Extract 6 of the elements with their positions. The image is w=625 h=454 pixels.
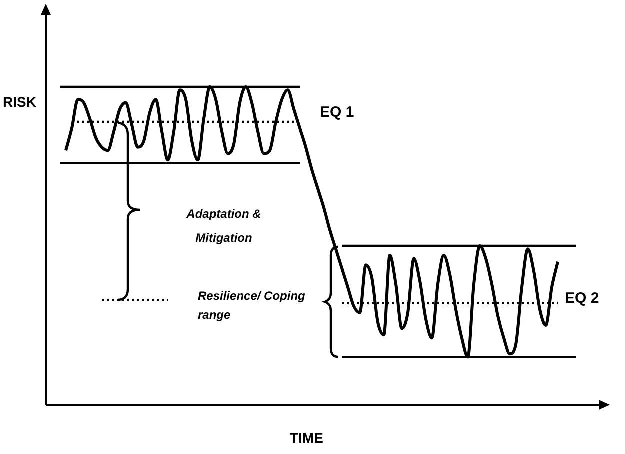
x-axis-title: TIME xyxy=(290,430,324,446)
annotation: EQ 1 xyxy=(320,104,354,121)
y-axis-title: RISK xyxy=(3,94,36,110)
annotation: Resilience/ Coping range xyxy=(198,288,306,324)
annotation: Adaptation & Mitigation xyxy=(186,206,262,247)
annotation: EQ 2 xyxy=(565,290,600,307)
